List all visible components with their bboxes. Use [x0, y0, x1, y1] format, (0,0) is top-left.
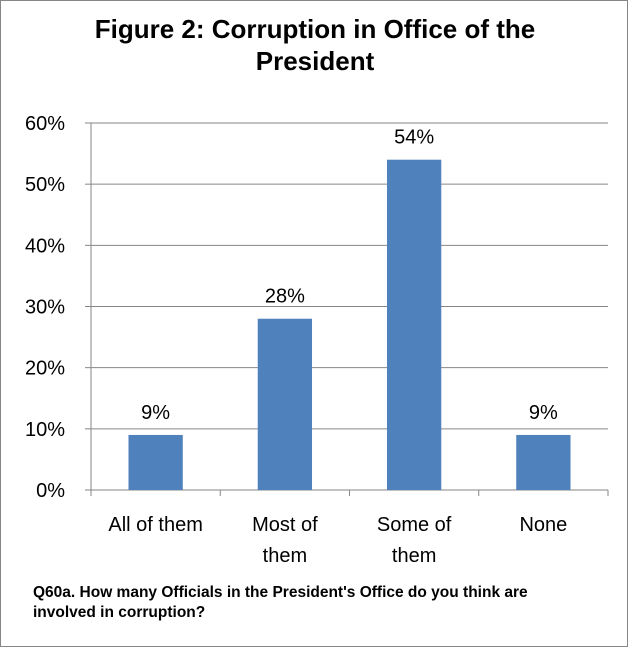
data-label: 28% [265, 286, 305, 308]
bar-chart: 0% 10% 20% 30% 40% 50% 60% 9% All of them 28% Most… [25, 113, 609, 567]
y-tick-label: 60% [25, 113, 65, 135]
chart-title: Figure 2: Corruption in Office of the Pr… [94, 14, 536, 76]
y-tick-label: 30% [25, 297, 65, 319]
y-tick-label: 10% [25, 419, 65, 441]
bar [257, 318, 313, 490]
y-tick-label: 0% [36, 480, 65, 502]
bar [386, 159, 442, 490]
data-label: 9% [141, 402, 170, 424]
x-category-label: None [519, 514, 567, 536]
data-label: 54% [394, 127, 434, 149]
y-tick-label: 50% [25, 174, 65, 196]
x-category-label: Some of [377, 514, 452, 536]
data-label: 9% [529, 402, 558, 424]
bar [516, 434, 571, 490]
survey-question-note: Q60a. How many Officials in the Presiden… [33, 584, 528, 621]
x-category-label: All of them [108, 514, 202, 536]
y-tick-label: 40% [25, 235, 65, 257]
x-category-label: them [392, 545, 436, 567]
y-tick-label: 20% [25, 358, 65, 380]
x-category-label: them [263, 545, 307, 567]
bar [128, 434, 183, 490]
x-category-label: Most of [252, 514, 318, 536]
